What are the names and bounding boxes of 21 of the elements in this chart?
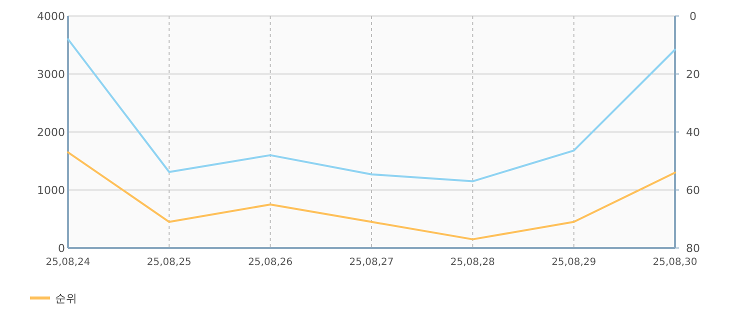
x-tick-label: 25,08,29 (552, 257, 596, 268)
y-tick-label: 4000 (37, 10, 65, 23)
y2-tick-label: 40 (686, 126, 700, 139)
line-series (67, 38, 676, 182)
y2-tick-label: 60 (686, 184, 700, 197)
x-tick-label: 25,08,24 (46, 257, 90, 268)
legend: 순위 (30, 292, 77, 305)
x-tick-label: 25,08,25 (146, 257, 192, 268)
y2-tick-label: 0 (690, 10, 696, 23)
y2-tick-label: 80 (686, 242, 700, 255)
x-tick-label: 25,08,30 (652, 257, 698, 268)
y-tick-label: 2000 (37, 126, 65, 139)
x-tick-label: 25,08,26 (248, 257, 293, 268)
y-tick-label: 3000 (37, 68, 65, 81)
y-tick-label: 1000 (37, 184, 65, 197)
x-tick-label: 25,08,27 (349, 257, 394, 268)
y2-tick-label: 20 (686, 68, 700, 81)
x-tick-label: 25,08,28 (450, 257, 495, 268)
legend-label: 순위 (55, 292, 77, 305)
line-series (67, 151, 676, 240)
y-tick-label: 0 (58, 242, 65, 255)
